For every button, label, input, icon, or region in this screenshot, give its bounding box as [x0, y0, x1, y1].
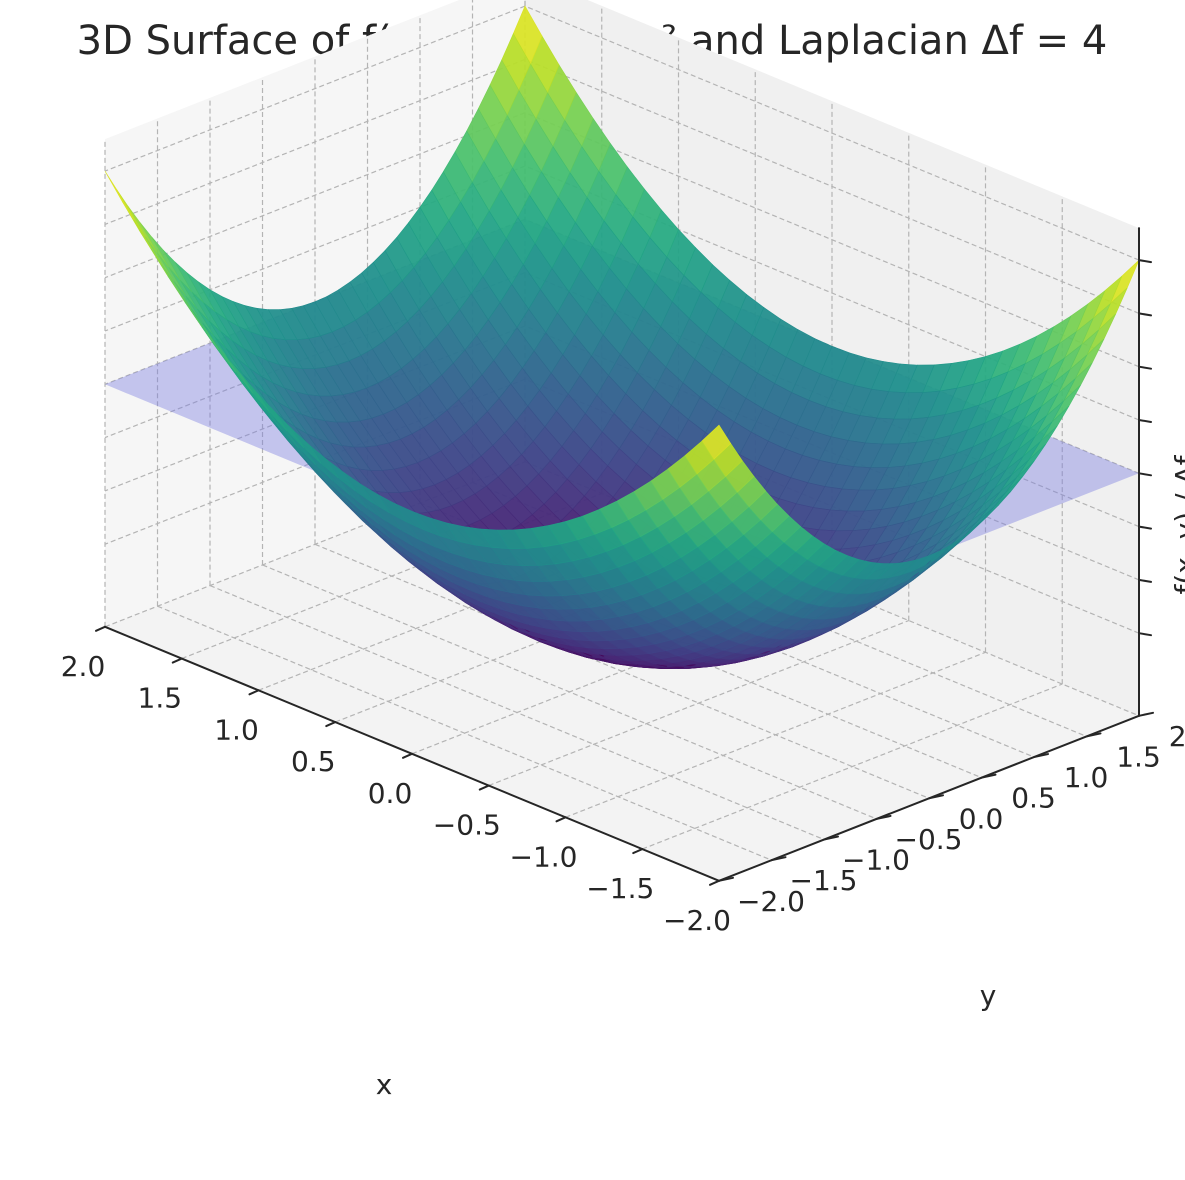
- tick-mark: [823, 835, 839, 841]
- y-tick-label: 0.0: [959, 802, 1004, 835]
- x-tick-label: −0.5: [433, 809, 501, 842]
- x-tick-label: 0.5: [291, 745, 336, 778]
- tick-mark: [478, 784, 490, 791]
- tick-mark: [1138, 711, 1154, 717]
- grid-line: [524, 112, 1140, 368]
- tick-mark: [402, 752, 413, 759]
- tick-mark: [1138, 578, 1152, 583]
- grid-line: [642, 683, 1063, 850]
- tick-mark: [1033, 753, 1049, 759]
- grid-line: [104, 112, 526, 279]
- grid-line: [314, 543, 930, 799]
- grid-line: [104, 58, 526, 225]
- x-tick-label: −2.0: [663, 904, 731, 937]
- y-tick-label: 0.5: [1011, 782, 1056, 815]
- grid-line: [524, 58, 1140, 314]
- tick-mark: [1085, 732, 1102, 738]
- tick-mark: [709, 879, 720, 886]
- y-tick-label: −1.5: [790, 864, 858, 897]
- tick-mark: [1138, 259, 1152, 264]
- x-tick-label: 1.0: [214, 713, 259, 746]
- x-tick-label: 2.0: [61, 650, 106, 683]
- tick-mark: [1138, 472, 1152, 477]
- x-tick-label: −1.0: [510, 840, 578, 873]
- x-tick-label: −1.5: [586, 872, 654, 905]
- y-tick-label: 1.0: [1064, 761, 1109, 794]
- tick-mark: [1138, 312, 1152, 317]
- y-axis-label: y: [980, 979, 997, 1012]
- tick-mark: [1138, 419, 1152, 423]
- tick-mark: [1138, 365, 1152, 370]
- tick-mark: [770, 856, 787, 862]
- tick-mark: [325, 721, 337, 728]
- y-tick-label: 1.5: [1116, 740, 1161, 773]
- tick-mark: [171, 657, 183, 664]
- x-tick-label: 0.0: [368, 777, 413, 810]
- x-axis-label: x: [376, 1068, 393, 1101]
- grid-line: [524, 5, 1140, 261]
- y-tick-label: 2.0: [1169, 720, 1185, 753]
- tick-mark: [1138, 525, 1152, 530]
- tick-mark: [1138, 632, 1152, 637]
- tick-mark: [718, 876, 734, 882]
- y-tick-label: −1.0: [842, 844, 910, 877]
- grid-line: [104, 5, 526, 172]
- grid-line: [488, 620, 909, 787]
- tick-mark: [875, 814, 892, 820]
- z-axis-label: f(x, y) / Δf: [1169, 454, 1185, 594]
- tick-mark: [980, 773, 997, 779]
- x-tick-label: 1.5: [138, 682, 183, 715]
- y-tick-label: −0.5: [895, 823, 963, 856]
- tick-mark: [928, 794, 944, 800]
- tick-mark: [555, 816, 567, 823]
- axis-ticks: −2.0−1.5−1.0−0.50.00.51.01.52.0−2.0−1.5−…: [61, 259, 1185, 937]
- surface-facet: [104, 170, 134, 220]
- surface-plot: [104, 5, 1140, 670]
- tick-mark: [248, 689, 260, 696]
- y-tick-label: −2.0: [737, 885, 805, 918]
- tick-mark: [95, 625, 106, 632]
- tick-mark: [632, 848, 644, 855]
